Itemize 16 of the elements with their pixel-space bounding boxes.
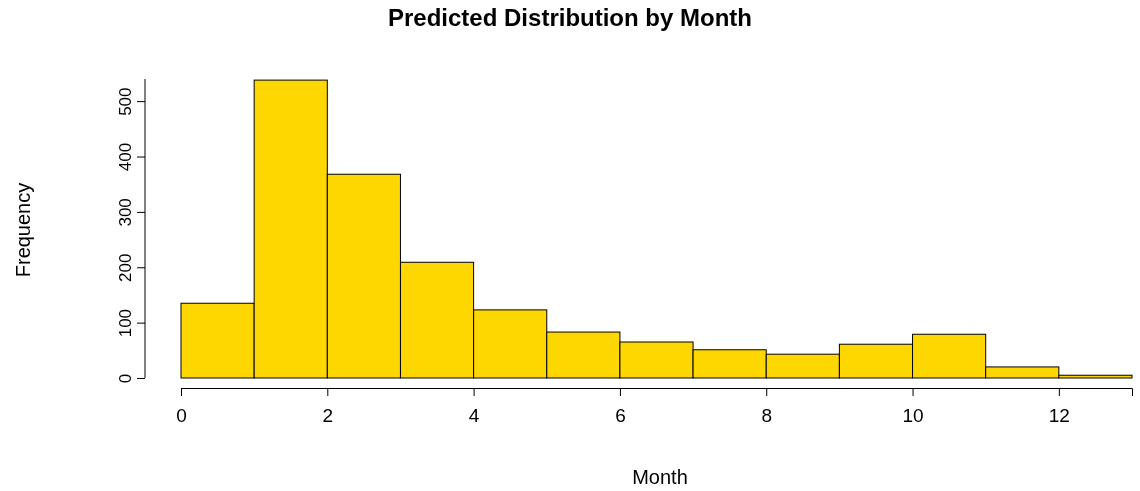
x-tick-label: 0 xyxy=(176,404,187,426)
y-tick-label: 500 xyxy=(116,87,135,116)
y-axis-title: Frequency xyxy=(12,182,34,278)
x-axis-title: Month xyxy=(632,466,688,488)
x-tick-label: 6 xyxy=(615,404,626,426)
chart-title: Predicted Distribution by Month xyxy=(388,4,752,31)
y-tick-label: 100 xyxy=(116,308,135,338)
x-tick-label: 4 xyxy=(468,404,480,426)
x-tick-label: 12 xyxy=(1048,404,1070,426)
y-tick-label: 0 xyxy=(116,373,135,384)
x-tick-label: 8 xyxy=(761,404,773,426)
y-tick-label: 300 xyxy=(116,198,135,227)
y-tick-label: 400 xyxy=(116,142,135,172)
x-tick-label: 2 xyxy=(322,404,334,426)
x-tick-label: 10 xyxy=(902,404,924,426)
y-tick-label: 200 xyxy=(116,253,135,282)
